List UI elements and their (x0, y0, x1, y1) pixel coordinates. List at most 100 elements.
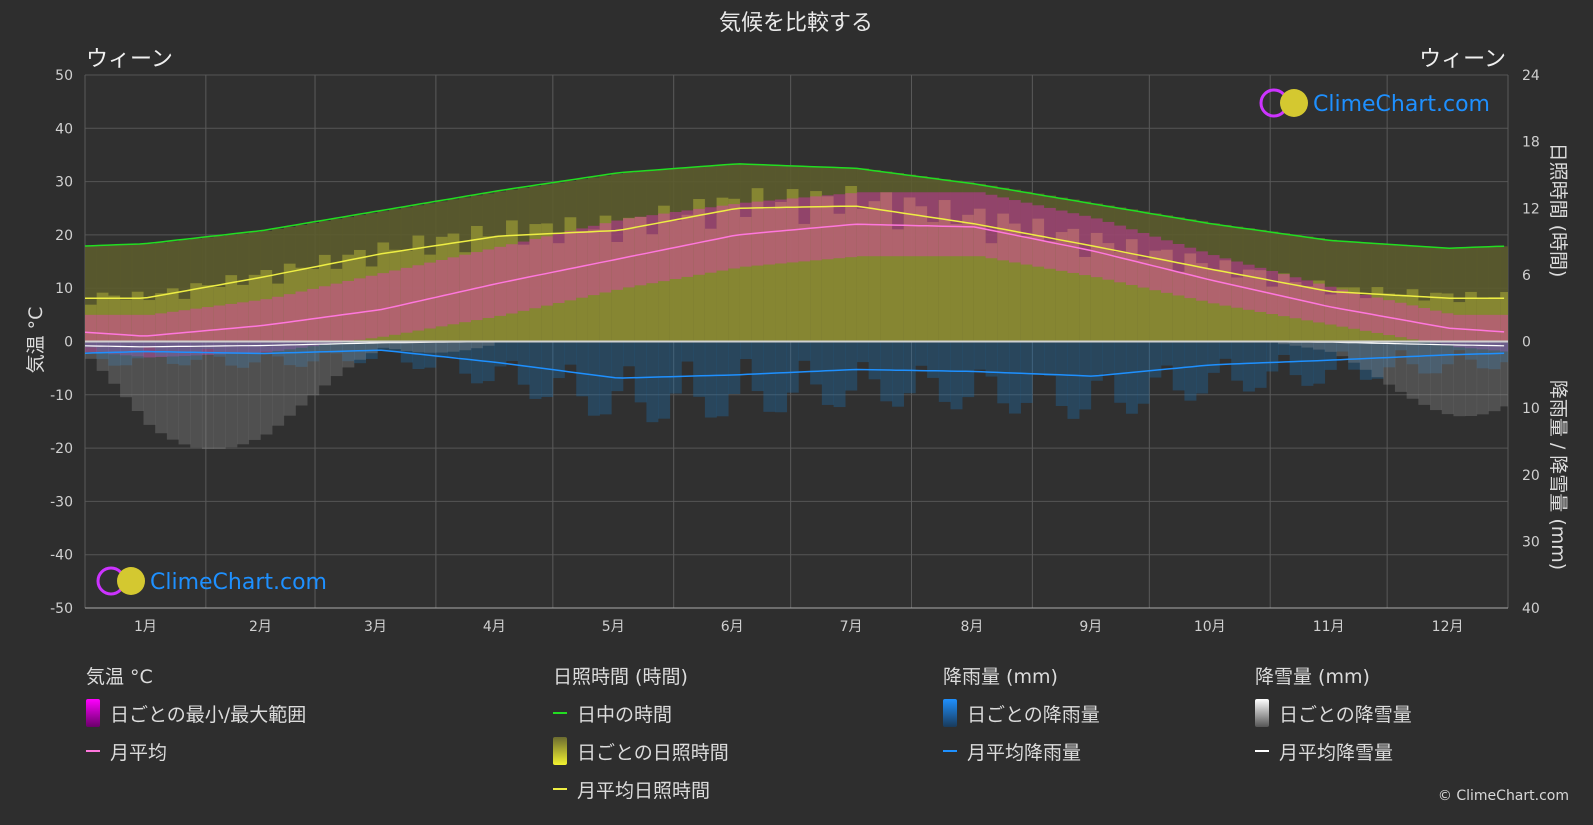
legend-label: 日ごとの降雨量 (967, 703, 1100, 726)
temp-range-bar (377, 273, 390, 337)
sunshine-bar (166, 288, 179, 342)
temp-range-bar (1079, 215, 1092, 276)
temp-range-bar (1277, 274, 1290, 317)
rain-bar (1406, 341, 1419, 365)
sunshine-bar (845, 186, 858, 342)
daylight-bar (1476, 247, 1489, 342)
rain-bar (1020, 341, 1033, 403)
rain-bar (985, 341, 998, 377)
sunshine-bar (704, 228, 717, 342)
y-right-top-tick-label: 6 (1522, 268, 1531, 284)
rain-bar (85, 341, 97, 348)
rain-bar (1067, 341, 1080, 419)
legend-rain-title: 降雨量 (mm) (943, 666, 1058, 688)
temp-range-bar (354, 278, 367, 340)
daylight-bar (1359, 242, 1372, 342)
snow-bar (377, 341, 390, 348)
rain-bar (1161, 341, 1174, 366)
temp-range-bar (470, 252, 483, 321)
rain-bar (786, 341, 799, 393)
snow-bar (389, 341, 402, 350)
sunshine-bar (1348, 287, 1361, 342)
rain-bar (1476, 341, 1489, 369)
sunshine-bar (1242, 269, 1255, 342)
rain-avg-swatch (943, 750, 957, 752)
temp-range-bar (1266, 270, 1279, 315)
legend-snow: 降雪量 (mm) 日ごとの降雪量 月平均降雪量 (1255, 662, 1412, 776)
rain-bar (833, 341, 846, 408)
sunshine-bar (494, 235, 507, 342)
sunshine-bar (938, 200, 951, 342)
rain-bar (658, 341, 671, 419)
rain-bar (412, 341, 425, 370)
temp-range-bar (1476, 314, 1489, 350)
temp-range-bar (342, 281, 355, 342)
rain-bar (950, 341, 963, 410)
rain-bar (1301, 341, 1314, 386)
rain-bar (1418, 341, 1431, 374)
legend-rain: 降雨量 (mm) 日ごとの降雨量 月平均降雨量 (943, 662, 1100, 776)
sunshine-bar (1324, 294, 1337, 342)
snow-bar (166, 341, 179, 440)
sunshine-bar (950, 223, 963, 342)
x-tick-label: 2月 (249, 619, 272, 635)
sunshine-bar (120, 299, 133, 342)
rain-bar (599, 341, 612, 415)
rain-bar (330, 341, 343, 354)
snow-bar (1418, 341, 1431, 405)
rain-bar (1114, 341, 1127, 403)
rain-bar (529, 341, 542, 399)
sunshine-bar (739, 216, 752, 342)
legend-item-sunshine-daily: 日ごとの日照時間 (553, 737, 729, 765)
rain-bar (646, 341, 659, 423)
sunshine-bar (880, 192, 893, 342)
sunshine-bar (658, 205, 671, 342)
temp-range-bar (1313, 283, 1326, 323)
series-lines (85, 163, 1508, 379)
y-right-bottom-tick-label: 40 (1522, 601, 1540, 617)
location-left: ウィーン (86, 47, 173, 72)
y-right-top-tick-label: 24 (1522, 68, 1540, 84)
rain-bar (1313, 341, 1326, 384)
y-left-tick-label: 20 (55, 228, 73, 244)
snow-bar (295, 341, 308, 406)
sunshine-bar (482, 236, 495, 342)
sunshine-bar (178, 298, 191, 342)
temp-range-bar (1184, 247, 1197, 299)
temp-range-bar (1196, 251, 1209, 301)
rain-bar (248, 341, 261, 363)
rain-bar (1231, 341, 1244, 381)
temp-range-bar (494, 246, 507, 316)
snow-bar (412, 341, 425, 353)
sunshine-bar (1020, 235, 1033, 342)
rain-bar (108, 341, 121, 366)
rain-bar (377, 341, 390, 351)
y-left-tick-label: 30 (55, 175, 73, 191)
temp-range-bar (529, 238, 542, 309)
sunshine-bar (1336, 287, 1349, 342)
y-left-tick-label: -30 (50, 494, 73, 510)
logo-sun-icon (117, 567, 145, 595)
snow-bar (1336, 341, 1349, 357)
temp-range-bar (307, 288, 320, 347)
snow-bar (470, 341, 483, 349)
temp-range-bar (1465, 314, 1478, 349)
x-tick-label: 6月 (721, 619, 744, 635)
sunshine-bar (1207, 269, 1220, 342)
legend-label: 月平均日照時間 (577, 779, 711, 802)
snow-bar (447, 341, 460, 352)
snow-bar (213, 341, 226, 449)
rain-bar (611, 341, 624, 392)
legend-label: 日ごとの最小/最大範囲 (110, 703, 307, 726)
rain-bar (1207, 341, 1220, 373)
axes: 50 40 30 20 10 0 -10 -20 -30 -40 -50 24 18 12 6 0 10 20 30… (50, 68, 1540, 635)
rain-bar (213, 341, 226, 357)
snow-bar (424, 341, 437, 353)
temp-range-bar (646, 215, 659, 284)
sunshine-bar (1441, 293, 1454, 342)
sunshine-bar (611, 241, 624, 342)
rain-bar (564, 341, 577, 365)
sunshine-bar (1114, 252, 1127, 342)
sunshine-bar (1430, 292, 1443, 342)
sunshine-bar (1149, 250, 1162, 342)
